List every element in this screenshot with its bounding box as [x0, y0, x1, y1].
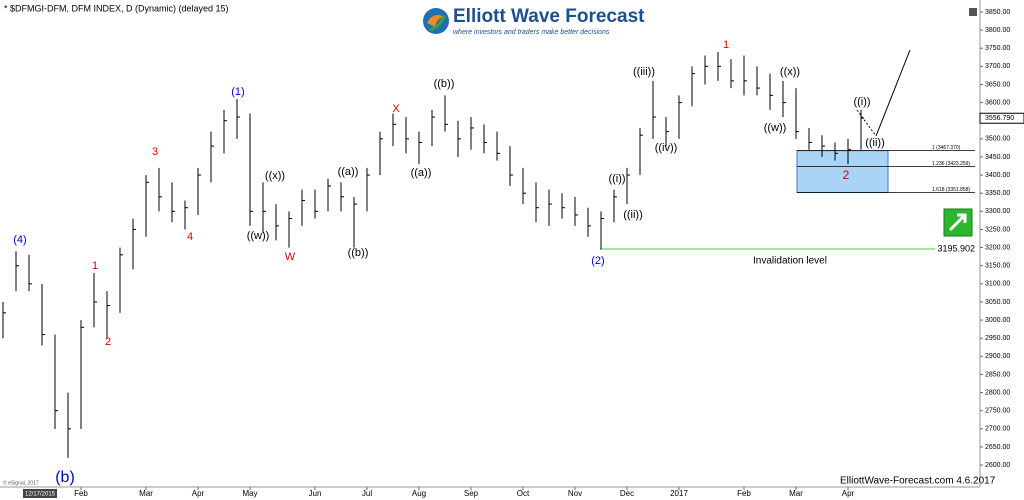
- y-tick-label: 3750.00: [985, 45, 1010, 52]
- wave-label: ((iii)): [633, 66, 655, 78]
- y-tick-label: 3150.00: [985, 263, 1010, 270]
- settings-icon[interactable]: [969, 8, 977, 16]
- wave-label: (b): [55, 469, 75, 486]
- y-tick-label: 3500.00: [985, 136, 1010, 143]
- y-tick-label: 3650.00: [985, 81, 1010, 88]
- x-tick-label: Sep: [464, 489, 479, 498]
- y-tick-label: 2950.00: [985, 335, 1010, 342]
- x-tick-label: Feb: [737, 489, 751, 498]
- wave-label: 4: [187, 231, 193, 243]
- y-tick-label: 2600.00: [985, 462, 1010, 469]
- y-tick-label: 3200.00: [985, 244, 1010, 251]
- wave-label: ((ii)): [623, 209, 643, 221]
- wave-label: ((a)): [338, 166, 359, 178]
- last-price-label: 3556.790: [985, 115, 1014, 122]
- wave-label: X: [392, 103, 400, 115]
- y-tick-label: 3600.00: [985, 99, 1010, 106]
- wave-label: ((i)): [853, 96, 870, 108]
- wave-label: ((iv)): [655, 142, 678, 154]
- y-tick-label: 3250.00: [985, 226, 1010, 233]
- wave-label: 3: [152, 146, 158, 158]
- y-tick-label: 2700.00: [985, 426, 1010, 433]
- last-price-box: [979, 112, 1024, 124]
- x-tick-label: Jul: [362, 489, 372, 498]
- x-tick-label: Apr: [842, 489, 855, 498]
- wave-label: ((a)): [411, 167, 432, 179]
- logo-wave: [429, 15, 446, 32]
- y-tick-label: 3400.00: [985, 172, 1010, 179]
- y-tick-label: 3350.00: [985, 190, 1010, 197]
- projection-dashed: [856, 109, 877, 137]
- start-date-box: [23, 489, 57, 498]
- y-tick-label: 2650.00: [985, 444, 1010, 451]
- wave-label: 1: [92, 260, 98, 272]
- x-tick-label: Dec: [620, 489, 634, 498]
- chart-title: * $DFMGI-DFM, DFM INDEX, D (Dynamic) (de…: [4, 3, 229, 13]
- projection-line: [875, 49, 911, 137]
- x-tick-label: Nov: [568, 489, 582, 498]
- y-tick-label: 3100.00: [985, 281, 1010, 288]
- target-label: 2: [843, 168, 850, 182]
- logo: Elliott Wave Forecast where investors an…: [423, 6, 645, 36]
- logo-swoosh: [427, 15, 445, 27]
- wave-label: ((w)): [764, 122, 787, 134]
- wave-label: ((ii)): [865, 137, 885, 149]
- wave-label: W: [285, 251, 296, 263]
- y-tick-label: 2800.00: [985, 389, 1010, 396]
- start-date: 12/17/2015: [25, 492, 56, 498]
- wave-label: ((b)): [348, 247, 369, 259]
- wave-label: (4): [13, 234, 26, 246]
- wave-label: ((x)): [780, 66, 800, 78]
- x-tick-label: Mar: [789, 489, 803, 498]
- x-tick-label: Aug: [412, 489, 426, 498]
- logo-text: Elliott Wave Forecast: [453, 6, 645, 27]
- fib-label: 1.618 (3351.858): [932, 187, 970, 193]
- wave-label: (2): [591, 255, 604, 267]
- y-tick-label: 3700.00: [985, 63, 1010, 70]
- y-tick-label: 3300.00: [985, 208, 1010, 215]
- up-arrow-icon: [943, 208, 973, 237]
- y-tick-label: 3000.00: [985, 317, 1010, 324]
- invalidation-label: Invalidation level: [753, 256, 827, 267]
- y-tick-label: 3850.00: [985, 9, 1010, 16]
- icon-arrow: [948, 213, 967, 232]
- wave-label: ((w)): [247, 230, 270, 242]
- x-tick-label: Apr: [192, 489, 205, 498]
- fib-label: 1 (3467.370): [932, 145, 961, 151]
- y-tick-label: 3800.00: [985, 27, 1010, 34]
- y-tick-label: 3050.00: [985, 299, 1010, 306]
- footer: ElliottWave-Forecast.com 4.6.2017: [840, 476, 996, 487]
- y-tick-label: 2750.00: [985, 408, 1010, 415]
- x-tick-label: May: [242, 489, 257, 498]
- wave-label: 1: [723, 39, 729, 51]
- wave-label: ((x)): [265, 170, 285, 182]
- wave-label: (1): [231, 86, 244, 98]
- wave-label: ((b)): [434, 78, 455, 90]
- wave-label: 2: [105, 336, 111, 348]
- y-tick-label: 3450.00: [985, 154, 1010, 161]
- x-tick-label: Jun: [309, 489, 322, 498]
- x-tick-label: Feb: [74, 489, 88, 498]
- copyright: © eSignal, 2017: [3, 479, 39, 486]
- wave-label: ((i)): [608, 173, 625, 185]
- fib-label: 1.236 (3423.259): [932, 161, 970, 167]
- logo-tagline: where investors and traders make better …: [453, 29, 610, 36]
- y-tick-label: 2900.00: [985, 353, 1010, 360]
- x-tick-label: Oct: [517, 489, 530, 498]
- x-tick-label: Mar: [139, 489, 153, 498]
- invalidation-value: 3195.902: [937, 243, 975, 253]
- y-tick-label: 2850.00: [985, 371, 1010, 378]
- x-tick-label: 2017: [670, 489, 688, 498]
